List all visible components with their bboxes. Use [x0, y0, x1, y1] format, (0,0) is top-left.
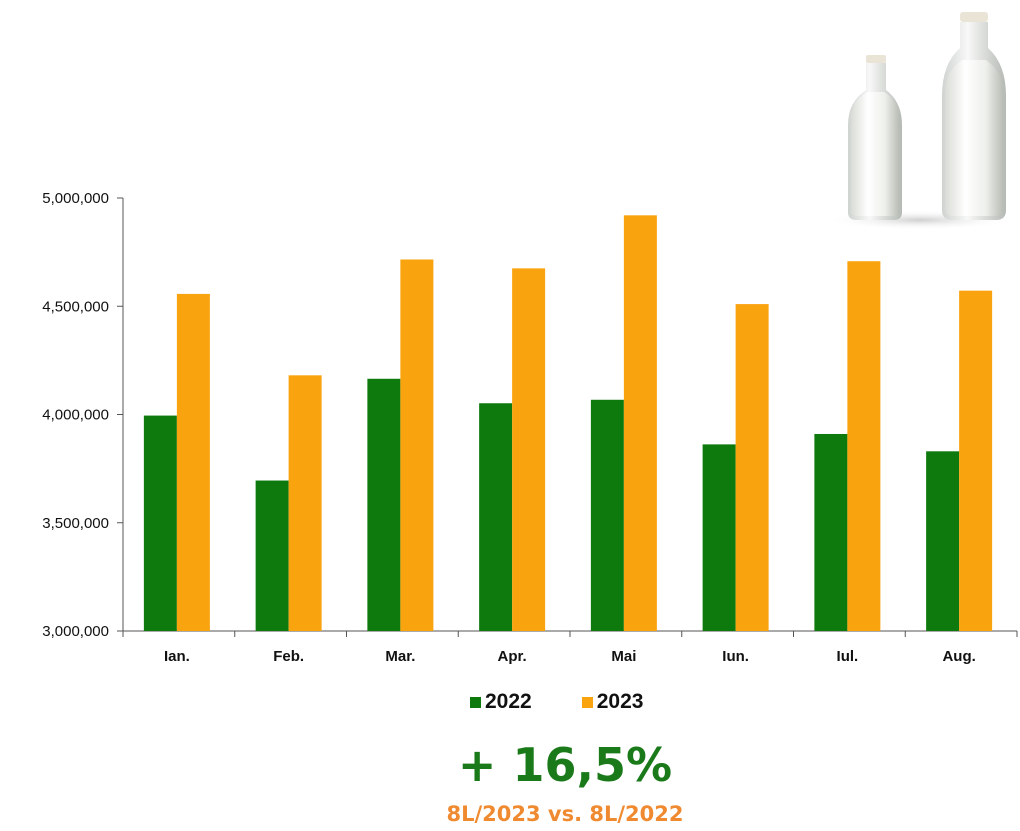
legend-label-2022: 2022 [485, 690, 532, 713]
bar-chart: 3,000,000 3,500,000 4,000,000 4,500,000 5,00… [42, 190, 1018, 665]
bar-2022-aug [926, 451, 960, 631]
bar-2022-ian [143, 415, 177, 631]
legend-swatch-2022 [470, 696, 481, 708]
bar-2023-mar [400, 259, 434, 631]
bar-2023-iun [735, 304, 769, 631]
bar-2023-aug [959, 290, 993, 631]
chart-legend: 2022 2023 [470, 690, 643, 714]
x-category-label: Apr. [498, 648, 527, 665]
comparison-subline: 8L/2023 vs. 8L/2022 [446, 802, 684, 826]
x-category-label: Iul. [837, 648, 859, 665]
bar-2022-iun [702, 444, 736, 631]
bar-2023-iul [847, 261, 881, 631]
bar-2023-apr [512, 268, 546, 631]
x-category-label: Mar. [385, 648, 415, 665]
bar-2022-mar [367, 378, 401, 631]
y-tick-label: 4,500,000 [42, 298, 109, 315]
y-tick-label: 3,000,000 [42, 623, 109, 640]
bar-2023-feb [288, 375, 322, 631]
milk-bottles-image [825, 12, 1015, 230]
x-category-label: Feb. [273, 648, 304, 665]
legend-item-2023: 2023 [581, 690, 644, 714]
bar-2022-mai [590, 399, 624, 631]
x-category-label: Aug. [942, 648, 975, 665]
bar-2022-feb [255, 480, 289, 631]
bar-2023-mai [623, 215, 657, 631]
y-tick-label: 3,500,000 [42, 515, 109, 532]
x-category-label: Iun. [722, 648, 749, 665]
legend-label-2023: 2023 [596, 690, 644, 713]
growth-headline: + 16,5% [457, 738, 673, 792]
bar-2023-ian [176, 293, 210, 631]
x-category-label: Mai [611, 648, 636, 665]
legend-swatch-2023 [581, 696, 593, 708]
bar-2022-iul [814, 433, 848, 631]
x-category-label: Ian. [164, 648, 190, 665]
legend-item-2022: 2022 [470, 690, 532, 714]
y-tick-label: 5,000,000 [42, 190, 109, 207]
y-tick-label: 4,000,000 [42, 407, 109, 424]
bar-2022-apr [479, 403, 513, 631]
